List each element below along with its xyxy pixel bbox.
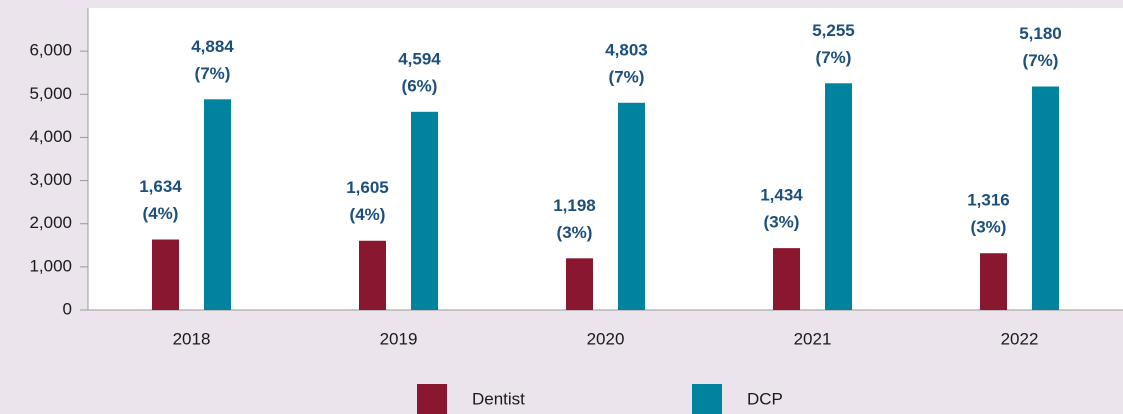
bar xyxy=(204,99,231,310)
y-tick-label: 1,000 xyxy=(29,256,72,275)
value-label: 4,884 xyxy=(191,37,234,56)
x-tick-label: 2021 xyxy=(794,329,832,348)
value-label: 1,434 xyxy=(760,186,803,205)
percent-label: (7%) xyxy=(1023,51,1059,70)
legend-swatch xyxy=(417,384,447,414)
y-tick-label: 0 xyxy=(63,299,72,318)
bar xyxy=(359,240,386,310)
legend-swatch xyxy=(692,384,722,414)
value-label: 5,255 xyxy=(812,21,855,40)
y-tick-label: 3,000 xyxy=(29,170,72,189)
percent-label: (6%) xyxy=(402,76,438,95)
bar xyxy=(825,83,852,310)
x-tick-label: 2020 xyxy=(587,329,625,348)
bar xyxy=(773,248,800,310)
percent-label: (4%) xyxy=(350,205,386,224)
y-tick-label: 2,000 xyxy=(29,213,72,232)
percent-label: (3%) xyxy=(971,218,1007,237)
plot-area xyxy=(88,8,1123,310)
value-label: 5,180 xyxy=(1019,24,1062,43)
bar xyxy=(411,111,438,310)
value-label: 1,316 xyxy=(967,191,1010,210)
y-tick-label: 6,000 xyxy=(29,41,72,60)
value-label: 4,803 xyxy=(605,40,648,59)
value-label: 4,594 xyxy=(398,49,441,68)
percent-label: (7%) xyxy=(609,67,645,86)
y-tick-label: 4,000 xyxy=(29,127,72,146)
bar xyxy=(152,239,179,310)
value-label: 1,605 xyxy=(346,178,389,197)
x-tick-label: 2019 xyxy=(380,329,418,348)
value-label: 1,198 xyxy=(553,196,596,215)
bar xyxy=(566,258,593,310)
percent-label: (4%) xyxy=(143,204,179,223)
value-label: 1,634 xyxy=(139,177,182,196)
legend-label: Dentist xyxy=(472,389,525,408)
x-tick-label: 2022 xyxy=(1001,329,1039,348)
y-tick-label: 5,000 xyxy=(29,84,72,103)
percent-label: (7%) xyxy=(195,64,231,83)
percent-label: (7%) xyxy=(816,48,852,67)
bar xyxy=(980,253,1007,310)
bar xyxy=(1032,86,1059,311)
bar xyxy=(618,102,645,311)
legend-label: DCP xyxy=(747,389,783,408)
percent-label: (3%) xyxy=(764,213,800,232)
x-tick-label: 2018 xyxy=(173,329,211,348)
percent-label: (3%) xyxy=(557,223,593,242)
